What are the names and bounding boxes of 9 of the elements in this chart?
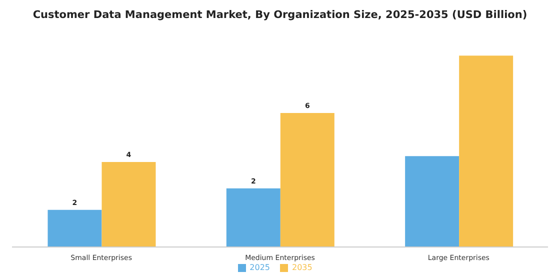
chart-title: Customer Data Management Market, By Organization Size, 2025-2035 (USD Billion) bbox=[32, 8, 528, 23]
legend-label: 2035 bbox=[292, 263, 312, 272]
legend-label: 2025 bbox=[250, 263, 270, 272]
bar bbox=[280, 113, 334, 247]
bar bbox=[226, 188, 280, 247]
bar bbox=[48, 210, 102, 247]
bar bbox=[405, 156, 460, 247]
bar bbox=[102, 162, 156, 247]
bar bbox=[459, 56, 514, 247]
